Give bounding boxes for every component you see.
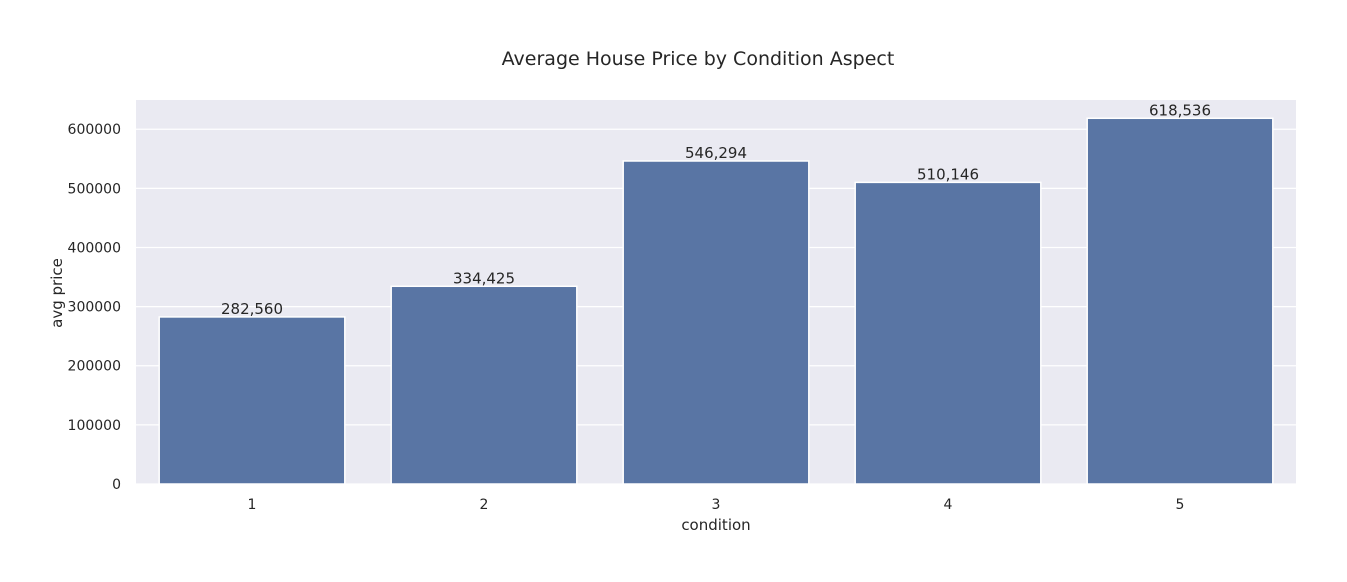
data-labels: 282,560 334,425 546,294 510,146 618,536 [221, 101, 1211, 318]
y-axis-ticks: 0 100000 200000 300000 400000 500000 600000 [68, 122, 121, 493]
bar-condition-2 [390, 285, 578, 485]
x-tick-label: 1 [248, 497, 257, 513]
y-axis-label: avg price [48, 258, 66, 328]
x-tick-label: 3 [712, 497, 721, 513]
x-tick-label: 5 [1176, 497, 1185, 513]
data-label: 282,560 [221, 300, 283, 318]
bar-condition-5 [1086, 117, 1274, 485]
data-label: 618,536 [1149, 101, 1211, 119]
y-tick-label: 200000 [68, 359, 121, 375]
data-label: 546,294 [685, 144, 747, 162]
y-tick-label: 500000 [68, 181, 121, 197]
bar-condition-3 [622, 160, 810, 485]
y-tick-label: 600000 [68, 122, 121, 138]
data-label: 510,146 [917, 165, 979, 183]
x-tick-label: 2 [480, 497, 489, 513]
data-label: 334,425 [453, 269, 515, 287]
bar-condition-1 [158, 316, 346, 485]
chart-title: Average House Price by Condition Aspect [502, 48, 895, 70]
bars [158, 117, 1274, 485]
y-tick-label: 400000 [68, 240, 121, 256]
bar-condition-4 [854, 181, 1042, 485]
x-tick-label: 4 [944, 497, 953, 513]
x-axis-label: condition [681, 516, 750, 534]
y-tick-label: 100000 [68, 418, 121, 434]
y-tick-label: 300000 [68, 300, 121, 316]
x-axis-ticks: 1 2 3 4 5 [248, 497, 1185, 513]
y-tick-label: 0 [112, 477, 121, 493]
